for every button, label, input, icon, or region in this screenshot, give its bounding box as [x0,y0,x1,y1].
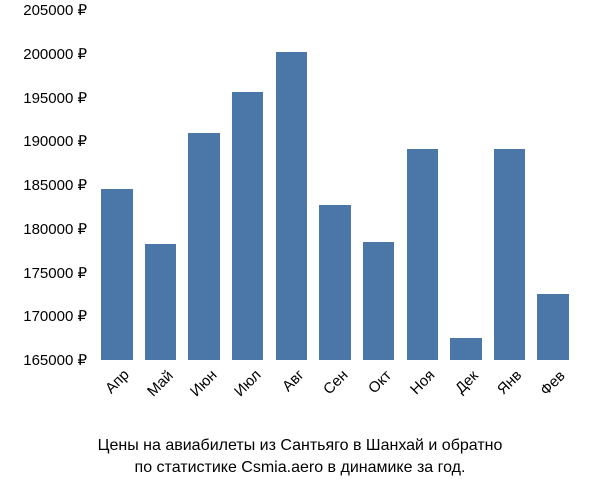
bar [101,189,132,360]
x-tick-label: Апр [102,367,133,398]
plot-area [95,10,575,360]
chart-caption: Цены на авиабилеты из Сантьяго в Шанхай … [0,435,600,478]
bar [188,133,219,360]
price-bar-chart: 165000 ₽ 170000 ₽ 175000 ₽ 180000 ₽ 185000 ₽… [0,0,600,500]
bar [494,149,525,360]
y-tick-label: 205000 ₽ [23,1,87,19]
bar [363,242,394,360]
y-tick-label: 185000 ₽ [23,176,87,194]
x-axis: Апр Май Июн Июл Авг Сен Окт Ноя Дек Янв Фев [95,365,575,425]
bar [319,205,350,360]
x-tick-label: Сен [320,367,351,398]
x-tick-label: Янв [494,367,525,398]
bar [232,92,263,360]
bar [537,294,568,361]
x-tick-label: Июн [187,367,220,400]
x-tick-label: Авг [279,367,308,396]
bar [407,149,438,360]
y-tick-label: 165000 ₽ [23,351,87,369]
x-tick-label: Ноя [407,367,438,398]
y-tick-label: 200000 ₽ [23,45,87,63]
bar [276,52,307,360]
bar [450,338,481,360]
y-axis: 165000 ₽170000 ₽175000 ₽180000 ₽185000 ₽… [0,10,95,360]
caption-line-2: по статистике Csmia.aero в динамике за г… [0,457,600,479]
y-tick-label: 180000 ₽ [23,220,87,238]
y-tick-label: 190000 ₽ [23,132,87,150]
bar [145,244,176,360]
caption-line-1: Цены на авиабилеты из Сантьяго в Шанхай … [0,435,600,457]
x-tick-label: Окт [365,367,395,397]
x-tick-label: Фев [537,367,569,399]
y-tick-label: 170000 ₽ [23,307,87,325]
x-tick-label: Июл [231,367,265,401]
x-tick-label: Май [144,367,177,400]
y-tick-label: 195000 ₽ [23,89,87,107]
y-tick-label: 175000 ₽ [23,264,87,282]
x-tick-label: Дек [452,367,482,397]
